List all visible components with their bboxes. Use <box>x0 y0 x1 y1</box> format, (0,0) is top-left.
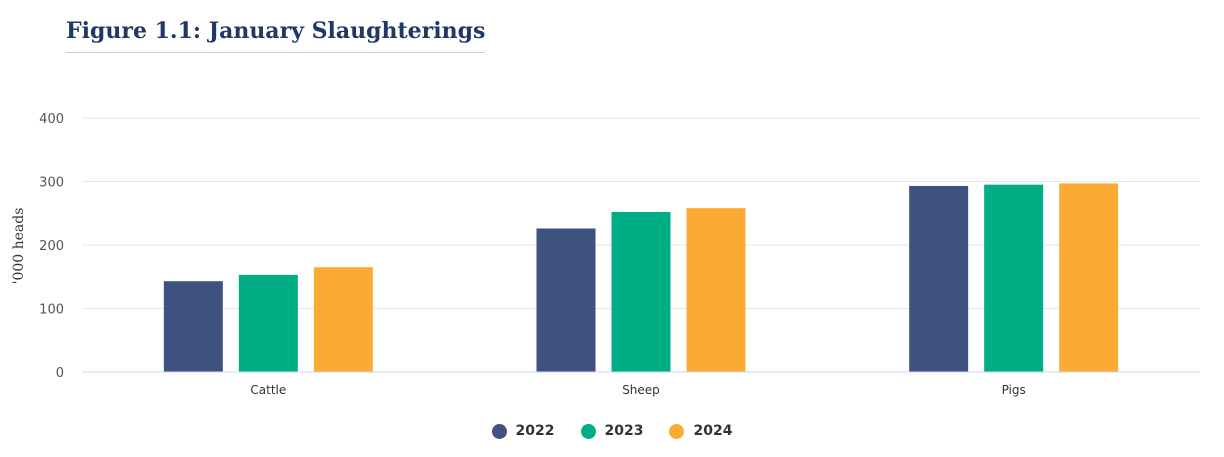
legend-item-2024[interactable]: 2024 <box>669 423 732 439</box>
x-tick-label: Pigs <box>1002 383 1026 397</box>
chart-title: Figure 1.1: January Slaughterings <box>66 18 486 53</box>
y-tick-label: 200 <box>39 239 64 254</box>
legend-item-2022[interactable]: 2022 <box>491 423 555 439</box>
x-tick-label: Cattle <box>250 383 286 397</box>
bar-pigs-2024[interactable] <box>1059 183 1119 372</box>
bars <box>163 183 1119 372</box>
bar-cattle-2022[interactable] <box>163 281 223 372</box>
y-tick-label: 300 <box>39 176 64 191</box>
x-axis-ticks: Cattle Sheep Pigs <box>250 383 1025 397</box>
y-tick-label: 0 <box>56 366 64 381</box>
legend-label: 2022 <box>515 423 555 439</box>
bar-cattle-2023[interactable] <box>238 274 298 372</box>
y-tick-label: 100 <box>39 303 64 318</box>
x-tick-label: Sheep <box>622 383 660 397</box>
legend-marker <box>491 423 507 439</box>
legend-label: 2023 <box>604 423 644 439</box>
bar-sheep-2024[interactable] <box>686 208 746 372</box>
y-axis-label: '000 heads <box>11 208 27 285</box>
legend-marker <box>580 423 596 439</box>
bar-cattle-2024[interactable] <box>313 267 373 372</box>
bar-pigs-2022[interactable] <box>909 185 969 372</box>
y-tick-label: 400 <box>39 112 64 127</box>
bar-sheep-2022[interactable] <box>536 228 596 372</box>
bar-pigs-2023[interactable] <box>984 184 1044 372</box>
legend-marker <box>669 423 685 439</box>
legend-item-2023[interactable]: 2023 <box>580 423 644 439</box>
legend-label: 2024 <box>693 423 733 439</box>
y-axis-ticks: 0 100 200 300 400 <box>39 112 64 381</box>
legend: 2022 2023 2024 <box>0 423 1224 439</box>
bar-sheep-2023[interactable] <box>611 211 671 372</box>
